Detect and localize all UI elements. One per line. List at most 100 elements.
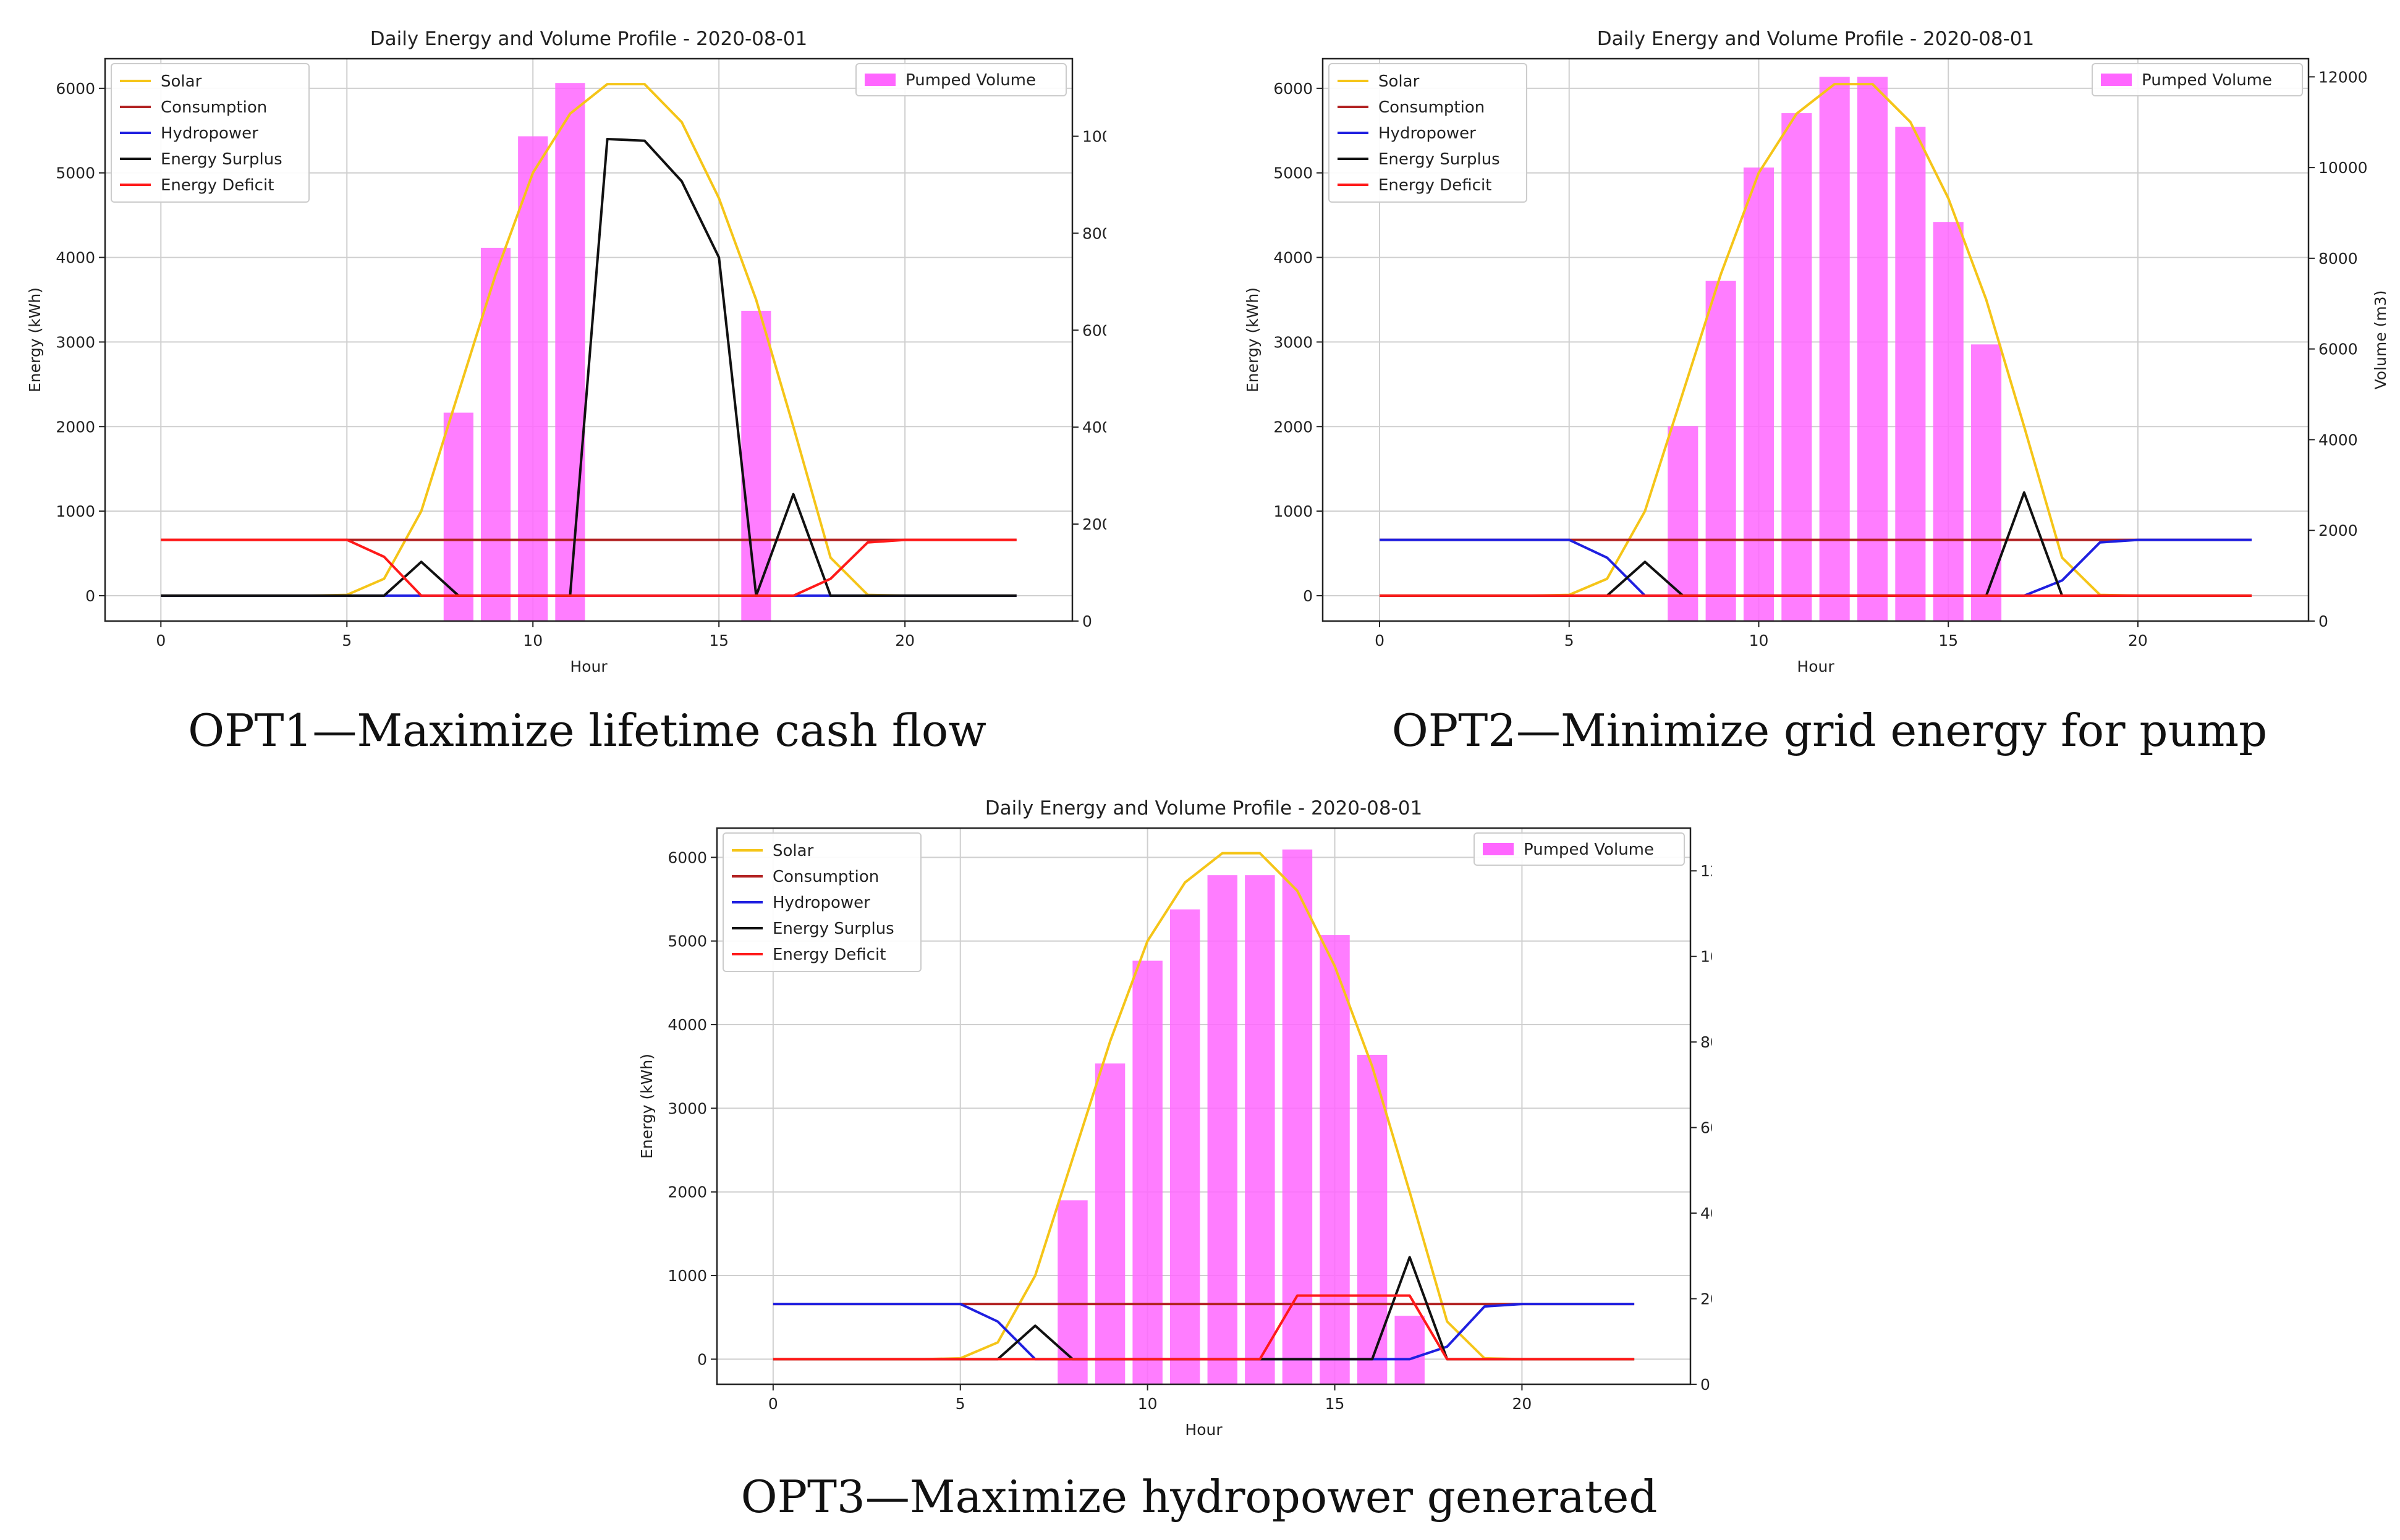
y2-tick-label: 10000 — [2318, 159, 2368, 177]
pumped-volume-bar — [1705, 281, 1736, 621]
pumped-volume-bar — [741, 310, 771, 621]
legend-label: Solar — [773, 842, 814, 860]
legend-box — [1473, 832, 1685, 866]
pumped-volume-bar — [1169, 909, 1200, 1384]
legend-box — [2092, 63, 2303, 96]
pumped-volume-bar — [1971, 344, 2002, 621]
pumped-volume-bar — [1207, 875, 1238, 1384]
y2-tick-label: 4000 — [2318, 431, 2358, 449]
y-tick-label: 5000 — [668, 933, 707, 950]
pumped-volume-bar — [443, 412, 473, 621]
x-tick-label: 15 — [709, 632, 729, 649]
chart-opt2: Daily Energy and Volume Profile - 2020-0… — [1244, 28, 2386, 675]
y-tick-label: 3000 — [1273, 333, 1313, 351]
pumped-volume-bar — [1095, 1063, 1126, 1384]
pumped-volume-bar — [1743, 167, 1775, 621]
series-line-energy-surplus — [161, 138, 1017, 597]
pumped-volume-bar — [1933, 222, 1964, 621]
x-tick-label: 5 — [342, 632, 352, 649]
y-tick-label: 1000 — [1273, 502, 1313, 520]
y-tick-label: 3000 — [56, 333, 95, 351]
chart-title: Daily Energy and Volume Profile - 2020-0… — [370, 28, 807, 50]
y-tick-label: 4000 — [668, 1016, 707, 1034]
chart-panel-1: Daily Energy and Volume Profile - 2020-0… — [12, 12, 1106, 686]
pumped-volume-bar — [555, 83, 585, 622]
pumped-volume-bar — [1245, 875, 1275, 1384]
y-tick-label: 0 — [85, 587, 95, 605]
y-tick-label: 0 — [1303, 587, 1313, 605]
series-line-hydropower — [1380, 538, 2252, 597]
y-tick-label: 5000 — [56, 164, 95, 182]
pumped-volume-bar — [1058, 1200, 1088, 1384]
x-tick-label: 20 — [2128, 632, 2148, 649]
y-tick-label: 2000 — [668, 1183, 707, 1201]
series-line-energy-surplus — [1380, 491, 2252, 597]
y2-tick-label: 12000 — [1700, 862, 1712, 880]
plot-frame — [104, 57, 1074, 622]
y2-tick-label: 6000 — [1700, 1119, 1712, 1137]
legend-label: Hydropower — [773, 894, 870, 912]
y2-tick-label: 6000 — [2318, 341, 2358, 358]
chart-opt1: Daily Energy and Volume Profile - 2020-0… — [26, 28, 1106, 675]
legend-label: Pumped Volume — [1524, 840, 1654, 859]
x-tick-label: 5 — [956, 1395, 965, 1413]
legend-label: Energy Surplus — [1378, 150, 1500, 169]
legend-box — [723, 832, 922, 972]
legend-label: Energy Deficit — [1378, 176, 1491, 195]
y-tick-label: 5000 — [1273, 164, 1313, 182]
x-axis-label: Hour — [570, 658, 608, 675]
legend-label: Hydropower — [1378, 124, 1476, 143]
legend-label: Pumped Volume — [905, 71, 1036, 90]
legend-bar: Pumped Volume — [1473, 832, 1685, 866]
y-axis-label: Energy (kWh) — [26, 287, 44, 392]
legend-label: Consumption — [1378, 98, 1485, 117]
y-axis-label: Energy (kWh) — [1244, 287, 1261, 392]
legend-lines: Solar Consumption Hydropower Energy Surplus… — [1328, 63, 1527, 203]
legend-label: Energy Deficit — [773, 946, 886, 964]
x-tick-label: 0 — [1375, 632, 1384, 649]
plot-frame — [1321, 57, 2310, 622]
y-tick-label: 4000 — [1273, 249, 1313, 267]
legend-label: Consumption — [161, 98, 267, 117]
y2-tick-label: 0 — [1700, 1376, 1710, 1394]
y-tick-label: 6000 — [668, 848, 707, 866]
chart-title: Daily Energy and Volume Profile - 2020-0… — [985, 797, 1422, 819]
y-tick-label: 6000 — [56, 80, 95, 98]
pumped-volume-bar — [1320, 935, 1350, 1384]
legend-label: Solar — [161, 72, 202, 91]
series-line-hydropower — [773, 1303, 1635, 1361]
caption-opt2: OPT2—Minimize grid energy for pump — [1391, 704, 2268, 756]
x-tick-label: 20 — [895, 632, 915, 649]
y2-tick-label: 4000 — [1082, 418, 1106, 436]
y-tick-label: 2000 — [56, 418, 95, 436]
y2-tick-label: 0 — [2318, 612, 2328, 630]
legend-label: Energy Surplus — [773, 920, 894, 938]
pumped-volume-bar — [1394, 1316, 1425, 1384]
x-tick-label: 10 — [1749, 632, 1769, 649]
pumped-volume-bar — [1132, 960, 1163, 1384]
x-tick-label: 10 — [523, 632, 543, 649]
pumped-volume-bar — [1857, 77, 1888, 621]
y2-tick-label: 10000 — [1700, 948, 1712, 966]
y-tick-label: 2000 — [1273, 418, 1313, 436]
y2-tick-label: 2000 — [2318, 522, 2358, 539]
y2-tick-label: 8000 — [1082, 224, 1106, 242]
x-axis-label: Hour — [1797, 658, 1834, 675]
caption-opt1: OPT1—Maximize lifetime cash flow — [188, 704, 986, 756]
x-axis-label: Hour — [1185, 1421, 1223, 1439]
y-tick-label: 0 — [697, 1350, 707, 1368]
x-tick-label: 15 — [1325, 1395, 1345, 1413]
x-tick-label: 10 — [1138, 1395, 1158, 1413]
legend-bar: Pumped Volume — [855, 63, 1067, 96]
legend-bar: Pumped Volume — [2092, 63, 2303, 96]
legend-label: Consumption — [773, 868, 879, 886]
y-tick-label: 1000 — [668, 1267, 707, 1285]
legend-box — [855, 63, 1067, 96]
chart-opt3: Daily Energy and Volume Profile - 2020-0… — [638, 797, 1712, 1439]
x-tick-label: 20 — [1512, 1395, 1532, 1413]
legend-lines: Solar Consumption Hydropower Energy Surplus… — [111, 63, 310, 203]
y-tick-label: 3000 — [668, 1099, 707, 1117]
pumped-volume-bar — [1668, 426, 1698, 621]
legend-box — [111, 63, 310, 203]
pumped-volume-bar — [1895, 127, 1926, 622]
